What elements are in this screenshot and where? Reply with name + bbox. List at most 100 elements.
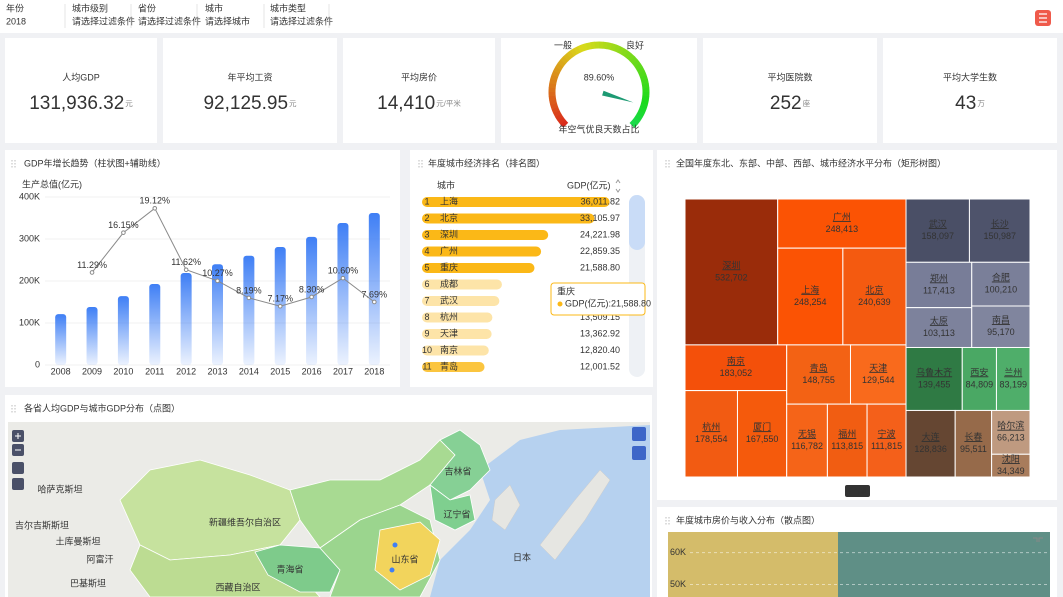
map-label: 西藏自治区 (215, 581, 260, 592)
value-label: 24,221.98 (580, 229, 620, 239)
map-layer-button[interactable] (632, 427, 646, 441)
cell-value: 66,213 (997, 433, 1025, 443)
value-label: 12,820.40 (580, 345, 620, 355)
scrollbar-thumb[interactable] (629, 195, 645, 250)
rank-number: 7 (424, 295, 429, 305)
value-label: 21,588.80 (580, 262, 620, 272)
treemap-cell (995, 346, 1031, 411)
cell-name: 郑州 (930, 272, 948, 283)
city-name: 上海 (440, 195, 458, 206)
x-tick-label: 2013 (207, 366, 227, 376)
filter-value: 请选择过滤条件 (72, 15, 135, 26)
map-label: 新疆维吾尔自治区 (209, 516, 281, 527)
cell-name: 青岛 (810, 362, 828, 373)
drag-handle (11, 160, 670, 525)
data-label: 7.17% (267, 294, 293, 304)
rank-number: 4 (424, 246, 429, 256)
kpi-number: 131,936.32 (29, 93, 124, 114)
rank-number: 3 (424, 229, 429, 239)
kpi-number: 14,410 (377, 93, 435, 114)
map-province (254, 544, 341, 593)
cell-value: 139,455 (918, 379, 951, 389)
sort-icon[interactable] (615, 179, 621, 193)
map-label: 辽宁省 (443, 508, 470, 519)
cell-name: 南京 (727, 355, 745, 366)
zoom-icon (15, 433, 21, 451)
cell-name: 南昌 (992, 314, 1010, 325)
treemap-cell (991, 453, 1031, 478)
bar (337, 223, 349, 365)
line-point (372, 299, 377, 305)
scatter-area (668, 532, 1050, 597)
cell-value: 95,511 (960, 444, 987, 454)
cell-name: 厦门 (753, 421, 771, 432)
tooltip-dot (557, 301, 563, 307)
panel-title: GDP年增长趋势（柱状图+辅助线） (24, 157, 166, 168)
map-layer-button[interactable] (632, 446, 646, 460)
line-point (309, 294, 314, 300)
cell-value: 100,210 (985, 285, 1018, 295)
kpi-value: 92,125.95元 (203, 93, 297, 114)
cell-name: 兰州 (1004, 366, 1022, 377)
treemap-cell (736, 390, 788, 478)
map-lock[interactable] (12, 478, 24, 490)
table-header: 城市 (437, 179, 455, 190)
bar (212, 264, 223, 365)
map-label: 吉尔吉斯斯坦 (15, 519, 69, 530)
gauge-scale-label: 良好 (626, 39, 644, 50)
filter-label: 城市 (205, 2, 223, 13)
expand-icon[interactable] (1033, 537, 1043, 542)
kpi-label: 年平均工资 (227, 71, 272, 82)
kpi-number: 252 (770, 93, 802, 114)
treemap-cell (961, 346, 997, 411)
rank-bar (422, 263, 535, 273)
bar (117, 296, 129, 365)
map-label: 巴基斯坦 (70, 577, 106, 588)
data-label: 11.62% (171, 257, 201, 267)
gauge-arc (557, 59, 566, 68)
map-label: 山东省 (391, 553, 418, 564)
filter-label: 省份 (138, 2, 156, 13)
value-label: 13,509.15 (580, 312, 620, 322)
cell-value: 532,702 (715, 272, 748, 282)
data-label: 11.29% (77, 260, 107, 270)
rank-number: 1 (424, 196, 429, 206)
bar (55, 314, 67, 365)
tooltip-text: GDP(亿元):21,588.80 (565, 297, 651, 308)
rank-number: 9 (424, 328, 429, 338)
kpi-unit: 元/平米 (436, 98, 461, 108)
filter-value: 请选择城市 (205, 15, 250, 26)
map-reset[interactable] (12, 462, 24, 474)
gauge-arc (617, 46, 625, 55)
kpi-card (5, 38, 157, 143)
cell-name: 深圳 (722, 260, 740, 270)
bar (368, 212, 380, 365)
gauge-arc (626, 53, 635, 62)
data-label: 7.69% (362, 289, 388, 299)
cell-name: 福州 (838, 428, 856, 439)
cell-name: 上海 (801, 284, 819, 295)
gauge-arc (570, 48, 578, 57)
cell-name: 大连 (922, 431, 940, 442)
menu-icon (1039, 13, 1047, 23)
cell-value: 111,815 (871, 441, 902, 451)
city-name: 成都 (440, 278, 458, 289)
map-label: 日本 (513, 551, 531, 562)
bar (180, 273, 192, 365)
cell-value: 117,413 (923, 285, 955, 295)
kpi-value: 252座 (770, 93, 811, 114)
map-province (429, 429, 491, 501)
map-label: 阿富汗 (86, 553, 113, 564)
gauge-arc (566, 50, 575, 59)
cell-value: 158,097 (921, 231, 954, 241)
gauge-arc (549, 78, 558, 85)
map-label: 青海省 (276, 563, 303, 574)
gauge-arc (551, 106, 560, 114)
gauge-arc (550, 74, 559, 81)
gauge-arc (548, 82, 557, 89)
line-point (152, 206, 158, 211)
panel-title: 全国年度东北、东部、中部、西部、城市经济水平分布（矩形树图） (676, 157, 946, 168)
city-name: 南京 (440, 344, 458, 355)
cell-value: 84,809 (966, 379, 994, 389)
